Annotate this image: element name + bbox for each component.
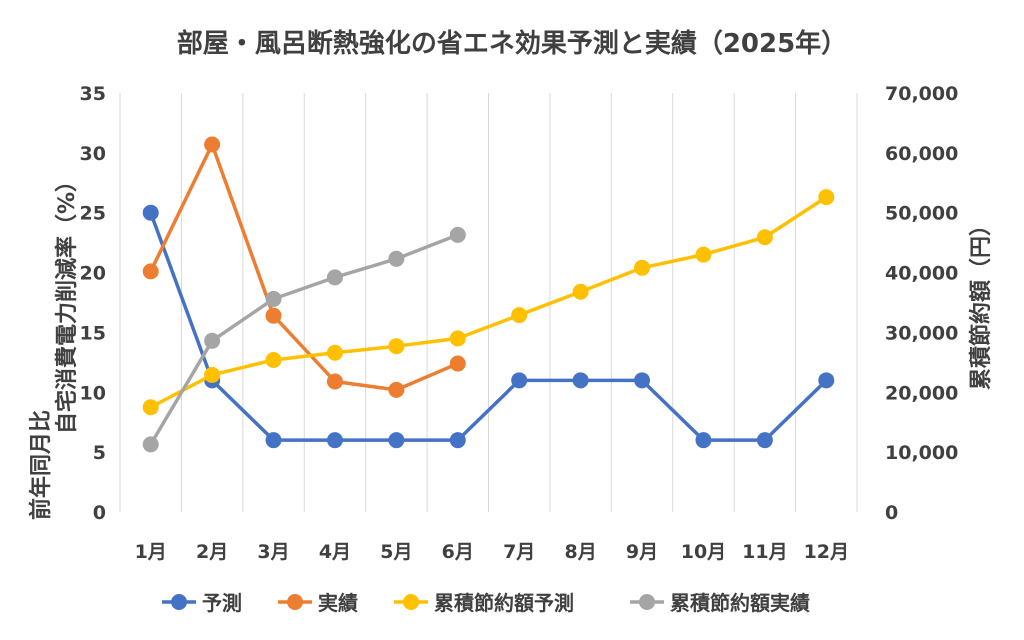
data-point [818, 189, 835, 206]
x-tick-label: 7月 [503, 541, 535, 563]
data-point [388, 381, 405, 398]
data-point [449, 330, 466, 347]
x-tick-label: 9月 [626, 541, 658, 563]
data-point [449, 432, 466, 449]
left-tick-label: 20 [80, 263, 106, 285]
right-tick-label: 40,000 [885, 263, 958, 285]
left-tick-label: 0 [93, 502, 106, 524]
chart-title: 部屋・風呂断熱強化の省エネ効果予測と実績（2025年） [177, 28, 847, 59]
x-tick-label: 10月 [681, 541, 726, 563]
data-point [511, 372, 528, 389]
data-point [818, 372, 835, 389]
legend-marker [287, 594, 303, 610]
data-point [756, 432, 773, 449]
left-axis-label-secondary: 前年同月比 [28, 410, 54, 520]
left-axis-ticks: 0 5 10 15 20 25 30 35 [80, 83, 106, 524]
left-tick-label: 10 [80, 382, 106, 404]
data-point [756, 229, 773, 246]
x-tick-label: 11月 [742, 541, 787, 563]
data-point [142, 204, 159, 221]
left-tick-label: 15 [80, 322, 106, 344]
data-point [326, 344, 343, 361]
series-3 [142, 226, 466, 453]
x-tick-label: 5月 [380, 541, 412, 563]
series-layer [142, 136, 835, 453]
right-axis-label: 累積節約額（円） [968, 214, 994, 390]
left-tick-label: 35 [80, 83, 106, 105]
data-point [511, 307, 528, 324]
data-point [326, 269, 343, 286]
legend-marker [403, 594, 419, 610]
data-point [265, 351, 282, 368]
data-point [326, 432, 343, 449]
legend-item: 累積節約額予測 [394, 591, 574, 615]
x-axis-ticks: 1月 2月 3月 4月 5月 6月 7月 8月 9月 10月 11月 12月 [135, 541, 849, 563]
data-point [388, 432, 405, 449]
right-tick-label: 70,000 [885, 83, 958, 105]
series-1 [142, 136, 466, 398]
data-point [634, 259, 651, 276]
data-point [572, 283, 589, 300]
x-tick-label: 1月 [135, 541, 167, 563]
right-axis-ticks: 0 10,000 20,000 30,000 40,000 50,000 60,000 70,… [885, 83, 958, 524]
data-point [572, 372, 589, 389]
series-line [149, 195, 828, 409]
x-tick-label: 3月 [257, 541, 289, 563]
x-tick-label: 6月 [442, 541, 474, 563]
legend-item: 累積節約額実績 [630, 591, 810, 615]
left-axis-label: 自宅消費電力削減率（%） [54, 170, 80, 434]
data-point [449, 226, 466, 243]
data-point [265, 290, 282, 307]
legend: 予測 実績 累積節約額予測 累積節約額実績 [162, 591, 810, 615]
data-point [204, 366, 221, 383]
legend-item: 実績 [278, 591, 358, 615]
data-point [449, 355, 466, 372]
data-point [265, 432, 282, 449]
series-line [149, 212, 828, 442]
right-tick-label: 50,000 [885, 203, 958, 225]
data-point [142, 399, 159, 416]
x-tick-label: 12月 [804, 541, 849, 563]
series-2 [142, 189, 835, 416]
data-point [695, 246, 712, 263]
legend-label: 累積節約額実績 [670, 591, 810, 615]
left-tick-label: 5 [93, 442, 106, 464]
left-tick-label: 30 [80, 143, 106, 165]
data-point [388, 338, 405, 355]
x-tick-label: 2月 [196, 541, 228, 563]
legend-label: 予測 [202, 591, 242, 615]
data-point [142, 436, 159, 453]
series-line [149, 142, 459, 392]
legend-label: 実績 [318, 591, 358, 615]
right-tick-label: 60,000 [885, 143, 958, 165]
data-point [695, 432, 712, 449]
data-point [326, 373, 343, 390]
right-tick-label: 20,000 [885, 382, 958, 404]
data-point [388, 250, 405, 267]
left-tick-label: 25 [80, 203, 106, 225]
legend-item: 予測 [162, 591, 242, 615]
right-tick-label: 10,000 [885, 442, 958, 464]
x-tick-label: 8月 [565, 541, 597, 563]
data-point [204, 332, 221, 349]
data-point [204, 136, 221, 153]
legend-label: 累積節約額予測 [434, 591, 574, 615]
gridlines [119, 93, 858, 512]
right-tick-label: 0 [885, 502, 898, 524]
x-tick-label: 4月 [319, 541, 351, 563]
data-point [634, 372, 651, 389]
series-0 [142, 204, 835, 449]
legend-marker [639, 594, 655, 610]
data-point [265, 307, 282, 324]
data-point [142, 263, 159, 280]
legend-marker [171, 594, 187, 610]
series-line [149, 233, 459, 446]
right-tick-label: 30,000 [885, 322, 958, 344]
